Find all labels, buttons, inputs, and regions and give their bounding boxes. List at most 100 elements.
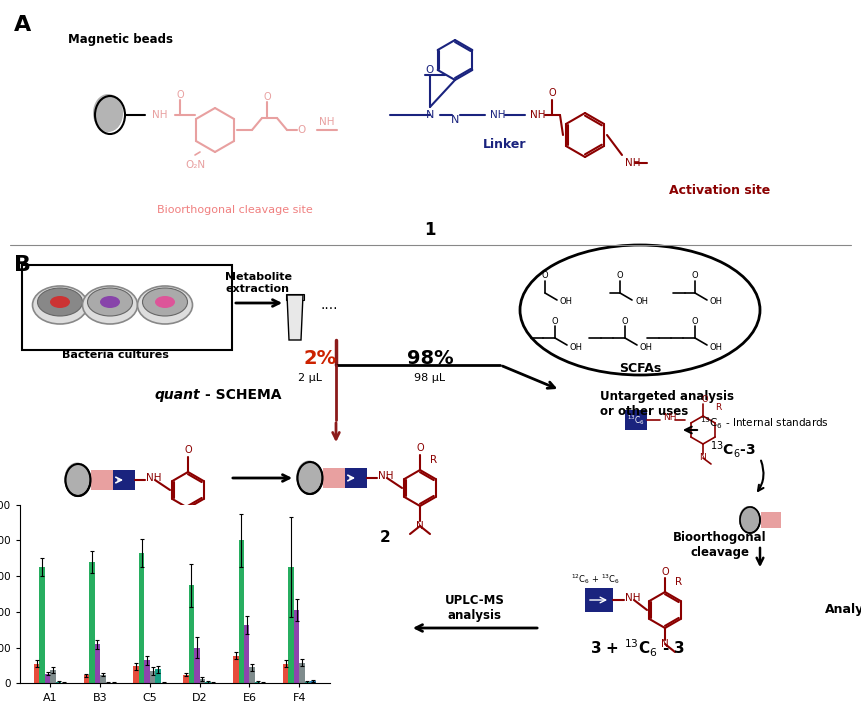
Ellipse shape — [742, 509, 756, 529]
Text: 2 µL: 2 µL — [298, 373, 322, 383]
Bar — [585, 588, 613, 612]
Bar — [305, 681, 310, 683]
Text: O: O — [702, 395, 709, 404]
Text: NH: NH — [146, 473, 162, 483]
Text: 1: 1 — [424, 221, 436, 239]
Text: N: N — [451, 115, 459, 125]
Text: O: O — [426, 65, 434, 75]
Text: ....: .... — [320, 298, 338, 312]
Ellipse shape — [100, 296, 120, 308]
Bar — [195, 648, 200, 683]
Bar — [255, 681, 260, 683]
Text: R: R — [715, 404, 722, 412]
Text: UPLC-MS
analysis: UPLC-MS analysis — [445, 594, 505, 622]
Ellipse shape — [65, 464, 90, 496]
Text: O: O — [184, 445, 192, 455]
Bar — [288, 567, 294, 683]
Text: SCFAs: SCFAs — [619, 362, 661, 374]
Text: NH: NH — [490, 110, 505, 120]
Bar — [155, 669, 161, 683]
Text: N: N — [661, 639, 669, 649]
Bar — [233, 655, 238, 683]
Bar — [200, 679, 205, 683]
Bar — [150, 671, 155, 683]
Ellipse shape — [38, 288, 83, 316]
Text: NH: NH — [319, 117, 335, 127]
Bar — [625, 410, 647, 430]
Bar — [100, 674, 106, 683]
Ellipse shape — [33, 286, 88, 324]
Text: $^{13}$C$_6$ - Internal standards: $^{13}$C$_6$ - Internal standards — [700, 415, 829, 430]
Bar — [183, 674, 189, 683]
Text: NH: NH — [161, 535, 176, 545]
Bar — [45, 674, 50, 683]
Text: 2: 2 — [380, 531, 390, 545]
Text: Activation site: Activation site — [669, 184, 771, 196]
Ellipse shape — [96, 97, 122, 131]
Bar — [22, 265, 232, 350]
Text: O: O — [177, 90, 183, 100]
Ellipse shape — [155, 296, 175, 308]
Text: NH: NH — [530, 110, 546, 120]
Text: 98 µL: 98 µL — [414, 373, 445, 383]
Text: Magnetic beads: Magnetic beads — [68, 34, 173, 46]
Bar — [761, 512, 781, 528]
Text: 1: 1 — [148, 533, 158, 547]
Text: O: O — [416, 443, 424, 453]
Text: 98%: 98% — [406, 348, 453, 367]
Text: O: O — [548, 88, 556, 98]
Text: OH: OH — [635, 297, 648, 306]
Text: NH: NH — [625, 593, 641, 603]
Text: NH: NH — [152, 110, 168, 120]
Bar — [84, 676, 90, 683]
Ellipse shape — [740, 508, 758, 531]
Text: O: O — [298, 125, 307, 135]
Ellipse shape — [296, 461, 321, 493]
Text: $^{13}$C$_6$: $^{13}$C$_6$ — [627, 413, 645, 427]
Text: Bioorthogonal
cleavage: Bioorthogonal cleavage — [673, 531, 767, 559]
Text: - SCHEMA: - SCHEMA — [205, 388, 282, 402]
Bar — [50, 670, 56, 683]
Bar — [345, 468, 367, 488]
Text: O: O — [616, 271, 623, 280]
Text: OH: OH — [640, 343, 653, 351]
Text: $^{12}$C$_6$ + $^{13}$C$_6$: $^{12}$C$_6$ + $^{13}$C$_6$ — [572, 572, 621, 586]
Bar — [113, 470, 135, 490]
Text: NH: NH — [625, 158, 641, 168]
Ellipse shape — [99, 100, 121, 130]
Ellipse shape — [97, 99, 121, 130]
Bar — [56, 681, 61, 683]
Text: O: O — [263, 92, 271, 102]
Bar — [238, 540, 244, 683]
Text: N: N — [700, 454, 706, 463]
Text: Untargeted analysis
or other uses: Untargeted analysis or other uses — [600, 390, 734, 418]
Ellipse shape — [95, 95, 122, 132]
Bar — [244, 625, 250, 683]
Ellipse shape — [300, 463, 320, 491]
Bar — [34, 664, 40, 683]
Text: A: A — [14, 15, 31, 35]
Text: quant: quant — [154, 388, 200, 402]
Text: Bacteria cultures: Bacteria cultures — [62, 350, 169, 360]
Text: R: R — [430, 455, 437, 465]
Ellipse shape — [301, 465, 320, 491]
Text: N: N — [426, 110, 434, 120]
Text: Metabolite
extraction: Metabolite extraction — [225, 272, 292, 294]
Bar — [289, 313, 301, 333]
Bar — [286, 294, 304, 300]
Text: O: O — [691, 316, 698, 325]
Ellipse shape — [739, 506, 759, 532]
Ellipse shape — [740, 507, 760, 533]
Text: N: N — [416, 521, 424, 531]
Text: NH: NH — [378, 471, 393, 481]
Text: O: O — [622, 316, 629, 325]
Ellipse shape — [93, 94, 123, 132]
Bar — [250, 667, 255, 683]
Ellipse shape — [67, 465, 89, 494]
Text: Analytes: Analytes — [825, 604, 861, 616]
Text: OH: OH — [710, 343, 723, 351]
Text: NH: NH — [663, 414, 677, 423]
Ellipse shape — [138, 286, 193, 324]
Ellipse shape — [83, 286, 138, 324]
Text: OH: OH — [560, 297, 573, 306]
